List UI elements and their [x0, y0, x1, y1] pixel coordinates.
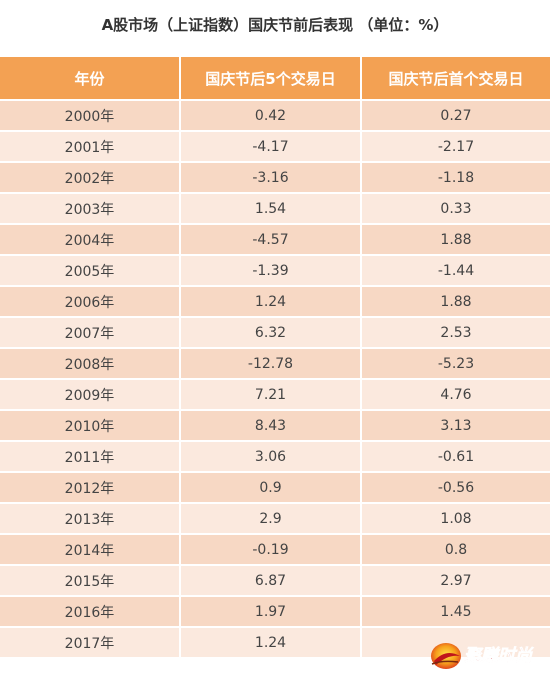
cell-first-day: 1.45 — [362, 597, 550, 626]
table-row: 2012年 0.9 -0.56 — [0, 473, 550, 502]
cell-first-day: -0.56 — [362, 473, 550, 502]
cell-five-days: 3.06 — [181, 442, 362, 471]
table-row: 2009年 7.21 4.76 — [0, 380, 550, 409]
cell-five-days: 1.24 — [181, 628, 362, 657]
cell-five-days: 6.87 — [181, 566, 362, 595]
cell-year: 2004年 — [0, 225, 181, 254]
cell-year: 2017年 — [0, 628, 181, 657]
table-row: 2003年 1.54 0.33 — [0, 194, 550, 223]
table-row: 2015年 6.87 2.97 — [0, 566, 550, 595]
cell-five-days: -0.19 — [181, 535, 362, 564]
cell-first-day: 1.88 — [362, 287, 550, 316]
cell-year: 2003年 — [0, 194, 181, 223]
table-row: 2006年 1.24 1.88 — [0, 287, 550, 316]
cell-five-days: -1.39 — [181, 256, 362, 285]
cell-first-day: 4.76 — [362, 380, 550, 409]
cell-five-days: 0.9 — [181, 473, 362, 502]
header-year: 年份 — [0, 57, 181, 99]
cell-first-day: 0.27 — [362, 101, 550, 130]
cell-five-days: -4.17 — [181, 132, 362, 161]
cell-year: 2012年 — [0, 473, 181, 502]
cell-first-day: -1.44 — [362, 256, 550, 285]
table-row: 2005年 -1.39 -1.44 — [0, 256, 550, 285]
cell-first-day: 1.88 — [362, 225, 550, 254]
cell-year: 2014年 — [0, 535, 181, 564]
header-row: 年份 国庆节后5个交易日 国庆节后首个交易日 — [0, 57, 550, 99]
cell-first-day: 0.33 — [362, 194, 550, 223]
table-row: 2002年 -3.16 -1.18 — [0, 163, 550, 192]
cell-first-day: -5.23 — [362, 349, 550, 378]
table-row: 2010年 8.43 3.13 — [0, 411, 550, 440]
table-title: A股市场（上证指数）国庆节前后表现 （单位：%） — [101, 16, 449, 34]
table-row: 2007年 6.32 2.53 — [0, 318, 550, 347]
cell-year: 2015年 — [0, 566, 181, 595]
sun-logo-icon: 聚赚时尚 — [431, 643, 534, 669]
cell-five-days: 7.21 — [181, 380, 362, 409]
table-row: 2016年 1.97 1.45 — [0, 597, 550, 626]
cell-five-days: 6.32 — [181, 318, 362, 347]
table-row: 2000年 0.42 0.27 — [0, 101, 550, 130]
cell-year: 2009年 — [0, 380, 181, 409]
watermark-text: 聚赚时尚 — [463, 646, 534, 666]
cell-five-days: 1.97 — [181, 597, 362, 626]
table-row: 2013年 2.9 1.08 — [0, 504, 550, 533]
cell-first-day: 1.08 — [362, 504, 550, 533]
table-row: 2001年 -4.17 -2.17 — [0, 132, 550, 161]
table-body: 2000年 0.42 0.27 2001年 -4.17 -2.17 2002年 -3.16 -1… — [0, 101, 550, 657]
table-row: 2011年 3.06 -0.61 — [0, 442, 550, 471]
data-table: 年份 国庆节后5个交易日 国庆节后首个交易日 2000年 0.42 0.27 2001… — [0, 55, 550, 659]
header-five-days: 国庆节后5个交易日 — [181, 57, 362, 99]
header-first-day: 国庆节后首个交易日 — [362, 57, 550, 99]
cell-year: 2008年 — [0, 349, 181, 378]
table-row: 2008年 -12.78 -5.23 — [0, 349, 550, 378]
cell-first-day: 0.8 — [362, 535, 550, 564]
cell-first-day: 2.53 — [362, 318, 550, 347]
cell-year: 2000年 — [0, 101, 181, 130]
cell-five-days: -3.16 — [181, 163, 362, 192]
cell-first-day: -1.18 — [362, 163, 550, 192]
cell-year: 2013年 — [0, 504, 181, 533]
cell-five-days: -12.78 — [181, 349, 362, 378]
cell-five-days: 1.24 — [181, 287, 362, 316]
watermark-logo: 聚赚时尚 — [428, 634, 546, 674]
table-row: 2017年 1.24 — [0, 628, 550, 657]
cell-five-days: 0.42 — [181, 101, 362, 130]
cell-five-days: 8.43 — [181, 411, 362, 440]
cell-year: 2010年 — [0, 411, 181, 440]
cell-five-days: -4.57 — [181, 225, 362, 254]
cell-year: 2001年 — [0, 132, 181, 161]
cell-year: 2007年 — [0, 318, 181, 347]
cell-year: 2011年 — [0, 442, 181, 471]
table-row: 2014年 -0.19 0.8 — [0, 535, 550, 564]
cell-first-day: -0.61 — [362, 442, 550, 471]
cell-first-day: 2.97 — [362, 566, 550, 595]
cell-first-day: -2.17 — [362, 132, 550, 161]
cell-first-day: 3.13 — [362, 411, 550, 440]
cell-five-days: 2.9 — [181, 504, 362, 533]
cell-year: 2016年 — [0, 597, 181, 626]
table-row: 2004年 -4.57 1.88 — [0, 225, 550, 254]
cell-year: 2006年 — [0, 287, 181, 316]
cell-five-days: 1.54 — [181, 194, 362, 223]
table-header: 年份 国庆节后5个交易日 国庆节后首个交易日 — [0, 57, 550, 99]
cell-year: 2005年 — [0, 256, 181, 285]
cell-year: 2002年 — [0, 163, 181, 192]
